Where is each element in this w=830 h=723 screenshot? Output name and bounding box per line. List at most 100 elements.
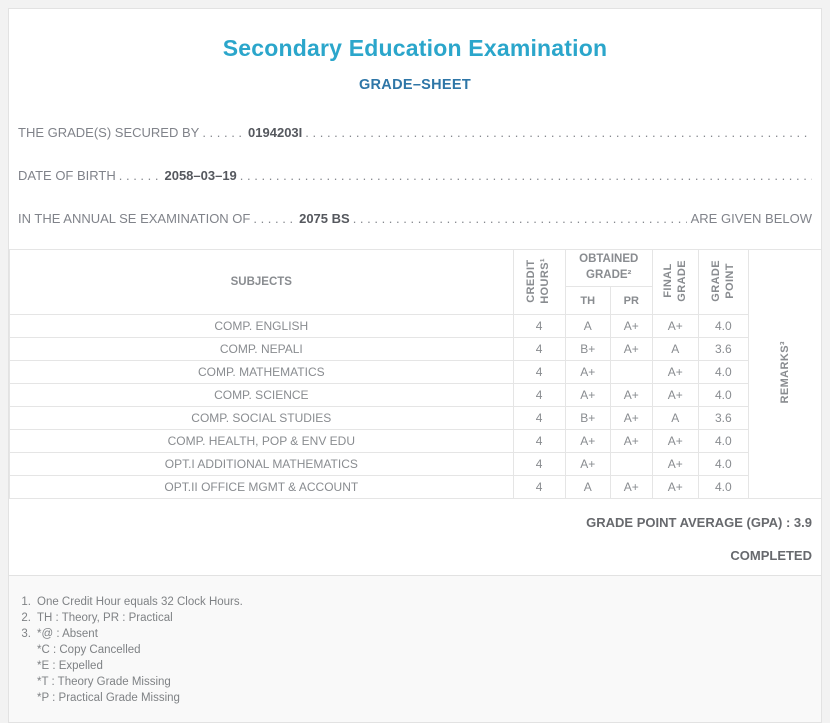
footnote-line: *E : Expelled <box>9 658 821 674</box>
subject-cell: OPT.I ADDITIONAL MATHEMATICS <box>9 452 514 476</box>
grade-point-cell: 4.0 <box>697 314 749 338</box>
credit-hours-cell: 4 <box>512 360 566 384</box>
column-header-pr: PR <box>609 286 653 315</box>
date-of-birth-value: 2058–03–19 <box>164 168 237 183</box>
credit-hours-cell: 4 <box>512 452 566 476</box>
table-row: OPT.II OFFICE MGMT & ACCOUNT 4 A A+ A+ 4… <box>9 475 822 499</box>
footnote-line: *P : Practical Grade Missing <box>9 690 821 706</box>
footnote-line: 3. *@ : Absent <box>9 626 821 642</box>
footnote-text: One Credit Hour equals 32 Clock Hours. <box>37 596 243 608</box>
final-grade-cell: A <box>651 337 699 361</box>
footnote-text: *P : Practical Grade Missing <box>37 692 180 704</box>
footnote-text: *C : Copy Cancelled <box>37 644 141 656</box>
final-grade-cell: A+ <box>651 383 699 407</box>
table-row: COMP. SCIENCE 4 A+ A+ A+ 4.0 <box>9 383 822 407</box>
dot-leader-fill: . . . . . . . . . . . . . . . . . . . . … <box>352 211 687 226</box>
grade-point-cell: 4.0 <box>697 383 749 407</box>
grade-point-cell: 4.0 <box>697 452 749 476</box>
theory-grade-cell: A+ <box>564 360 611 384</box>
final-grade-cell: A <box>651 406 699 430</box>
practical-grade-cell: A+ <box>609 475 653 499</box>
footnote-marker <box>9 674 31 690</box>
table-header-row-2: TH PR <box>10 286 822 315</box>
practical-grade-cell <box>609 360 653 384</box>
info-label: DATE OF BIRTH <box>18 168 116 183</box>
dot-leader: . . . . . . <box>118 168 159 183</box>
info-section: THE GRADE(S) SECURED BY . . . . . . 0194… <box>9 111 821 240</box>
grade-point-cell: 4.0 <box>697 429 749 453</box>
page-subtitle: GRADE–SHEET <box>358 77 472 93</box>
theory-grade-cell: B+ <box>564 337 611 361</box>
info-line-date-of-birth: DATE OF BIRTH . . . . . . 2058–03–19 . .… <box>18 154 812 197</box>
examination-year-value: 2075 BS <box>299 211 350 226</box>
column-header-subjects: SUBJECTS <box>9 249 514 315</box>
footnote-line: *T : Theory Grade Missing <box>9 674 821 690</box>
theory-grade-cell: A <box>564 475 611 499</box>
gpa-line: GRADE POINT AVERAGE (GPA) : 3.9 <box>586 515 812 530</box>
footnote-text: TH : Theory, PR : Practical <box>37 612 173 624</box>
credit-hours-cell: 4 <box>512 383 566 407</box>
grade-point-cell: 3.6 <box>697 337 749 361</box>
symbol-number-value: 0194203I <box>248 125 303 140</box>
info-suffix: ARE GIVEN BELOW <box>690 211 812 226</box>
subject-cell: COMP. SOCIAL STUDIES <box>9 406 514 430</box>
subject-cell: COMP. HEALTH, POP & ENV EDU <box>9 429 514 453</box>
dot-leader-fill: . . . . . . . . . . . . . . . . . . . . … <box>239 168 812 183</box>
credit-hours-cell: 4 <box>512 314 566 338</box>
column-header-remarks: REMARKS³ <box>747 249 821 499</box>
final-grade-cell: A+ <box>651 452 699 476</box>
credit-hours-cell: 4 <box>512 406 566 430</box>
final-grade-cell: A+ <box>651 314 699 338</box>
practical-grade-cell <box>609 452 653 476</box>
credit-hours-cell: 4 <box>512 337 566 361</box>
practical-grade-cell: A+ <box>609 429 653 453</box>
footnote-marker <box>9 690 31 706</box>
grades-table-body: SUBJECTS CREDIT HOURS¹ OBTAINED GRADE² F… <box>9 249 822 499</box>
credit-hours-cell: 4 <box>512 429 566 453</box>
subject-cell: COMP. SCIENCE <box>9 383 514 407</box>
footnote-marker: 2. <box>21 612 31 624</box>
status-line: COMPLETED <box>730 548 812 563</box>
footnote-line: 1. One Credit Hour equals 32 Clock Hours… <box>9 594 821 610</box>
footnote-marker <box>9 658 31 674</box>
footnote-line: *C : Copy Cancelled <box>9 642 821 658</box>
summary-section: GRADE POINT AVERAGE (GPA) : 3.9 COMPLETE… <box>9 499 821 576</box>
page-title: Secondary Education Examination <box>222 35 608 61</box>
footnote-marker <box>9 642 31 658</box>
info-line-examination-year: IN THE ANNUAL SE EXAMINATION OF . . . . … <box>18 197 812 240</box>
table-row: COMP. HEALTH, POP & ENV EDU 4 A+ A+ A+ 4… <box>9 429 822 453</box>
column-header-grade-point: GRADE POINT <box>697 249 749 315</box>
column-header-final-grade: FINAL GRADE <box>651 249 699 315</box>
subject-cell: COMP. MATHEMATICS <box>9 360 514 384</box>
footnotes: 1. One Credit Hour equals 32 Clock Hours… <box>9 576 821 722</box>
practical-grade-cell: A+ <box>609 406 653 430</box>
credit-hours-cell: 4 <box>512 475 566 499</box>
practical-grade-cell: A+ <box>609 314 653 338</box>
grades-table: SUBJECTS CREDIT HOURS¹ OBTAINED GRADE² F… <box>9 249 822 499</box>
footnote-text: *T : Theory Grade Missing <box>37 676 171 688</box>
theory-grade-cell: A+ <box>564 383 611 407</box>
footnote-line: 2. TH : Theory, PR : Practical <box>9 610 821 626</box>
column-header-obtained-grade: OBTAINED GRADE² <box>564 249 653 287</box>
table-row: COMP. MATHEMATICS 4 A+ A+ 4.0 <box>9 360 822 384</box>
theory-grade-cell: A+ <box>564 452 611 476</box>
footnote-marker: 1. <box>21 596 31 608</box>
dot-leader: . . . . . . <box>253 211 294 226</box>
table-row: COMP. ENGLISH 4 A A+ A+ 4.0 <box>9 314 822 338</box>
theory-grade-cell: A <box>564 314 611 338</box>
footnote-marker: 3. <box>21 628 31 640</box>
subject-cell: COMP. ENGLISH <box>9 314 514 338</box>
table-header-row-1: SUBJECTS CREDIT HOURS¹ OBTAINED GRADE² F… <box>9 249 821 499</box>
practical-grade-cell: A+ <box>609 383 653 407</box>
info-label: THE GRADE(S) SECURED BY <box>18 125 200 140</box>
theory-grade-cell: A+ <box>564 429 611 453</box>
grade-point-cell: 4.0 <box>697 475 749 499</box>
info-line-grades-secured-by: THE GRADE(S) SECURED BY . . . . . . 0194… <box>18 111 812 154</box>
final-grade-cell: A+ <box>651 475 699 499</box>
practical-grade-cell: A+ <box>609 337 653 361</box>
table-row: COMP. SOCIAL STUDIES 4 B+ A+ A 3.6 <box>9 406 822 430</box>
subject-cell: OPT.II OFFICE MGMT & ACCOUNT <box>9 475 514 499</box>
final-grade-cell: A+ <box>651 429 699 453</box>
footnote-text: *@ : Absent <box>37 628 98 640</box>
table-row: COMP. NEPALI 4 B+ A+ A 3.6 <box>9 337 822 361</box>
